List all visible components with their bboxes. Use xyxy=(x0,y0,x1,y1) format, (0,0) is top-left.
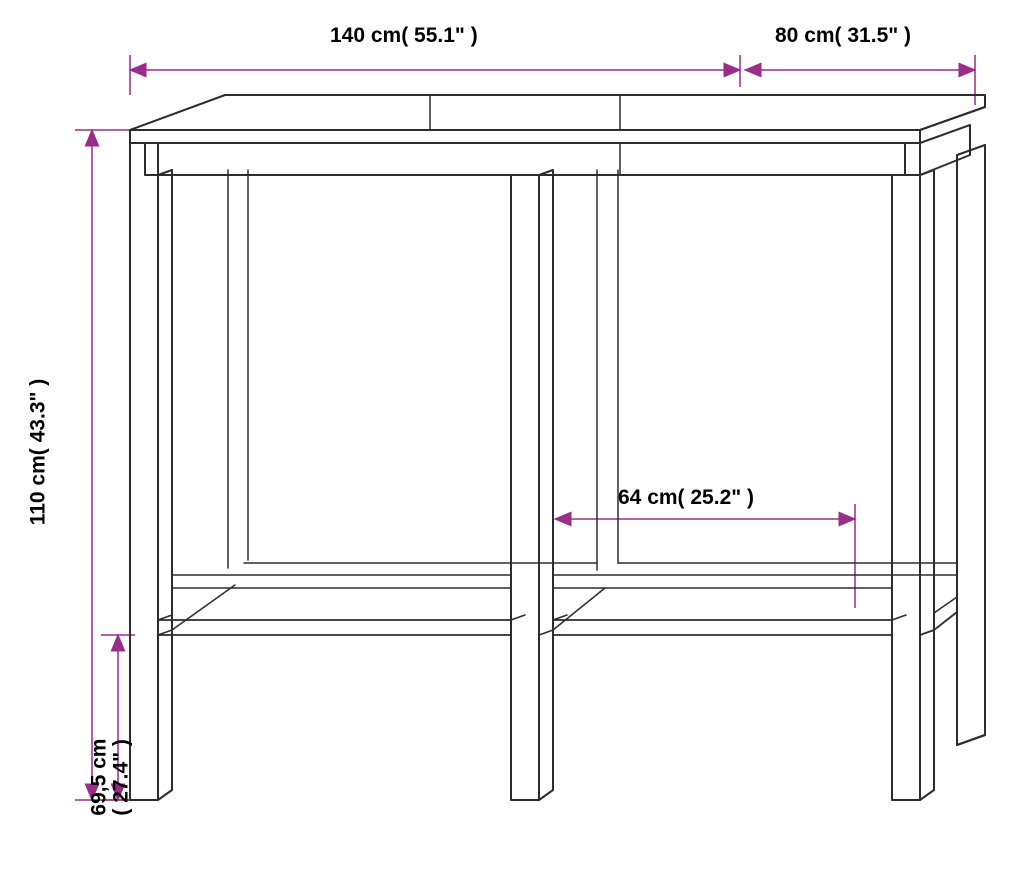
dim-height-cm: 110 cm xyxy=(26,455,49,525)
dim-height: 110 cm( 43.3" ) xyxy=(26,379,50,526)
dim-width-in: ( 55.1" ) xyxy=(401,24,477,47)
dim-shelf-cm: 69,5 cm xyxy=(87,739,110,816)
dim-width: 140 cm( 55.1" ) xyxy=(330,24,478,48)
dim-width-cm: 140 cm xyxy=(330,24,401,47)
dim-depth: 80 cm( 31.5" ) xyxy=(775,24,911,48)
dim-shelf-in: ( 27.4" ) xyxy=(110,739,133,815)
dim-depth-in: ( 31.5" ) xyxy=(835,24,911,47)
dim-shelf: 69,5 cm( 27.4" ) xyxy=(88,739,132,816)
dim-height-in: ( 43.3" ) xyxy=(26,379,49,455)
dim-inner-in: ( 25.2" ) xyxy=(678,486,754,509)
dim-inner-cm: 64 cm xyxy=(618,486,678,509)
dim-depth-cm: 80 cm xyxy=(775,24,835,47)
dim-inner: 64 cm( 25.2" ) xyxy=(618,486,754,510)
